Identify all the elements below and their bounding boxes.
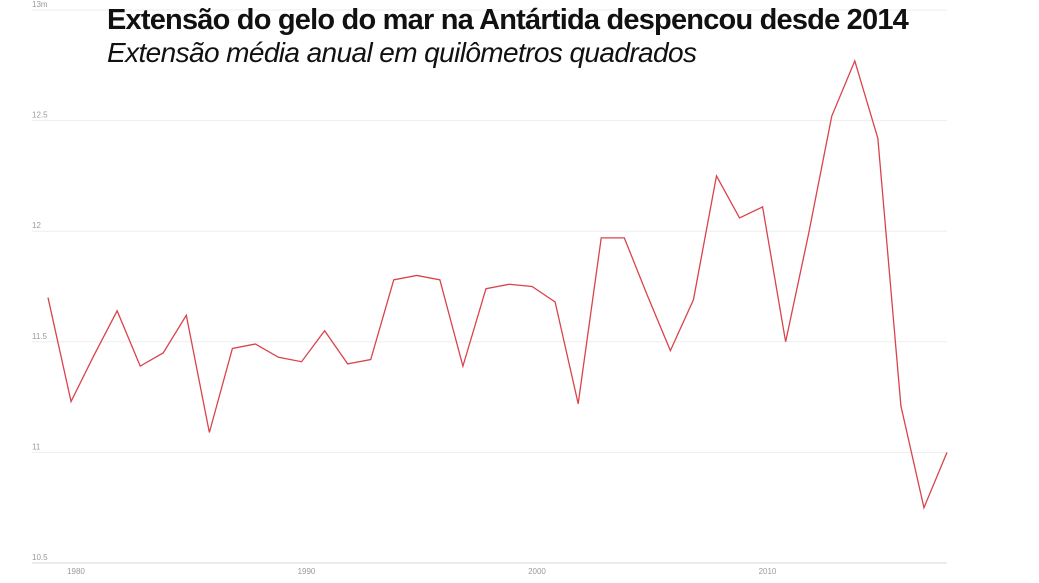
grid-lines	[32, 9, 947, 453]
chart-title: Extensão do gelo do mar na Antártida des…	[107, 4, 909, 36]
y-tick-label: 10.5	[32, 553, 48, 562]
y-axis-ticks: 10.5 11 11.5 12 12.5 13m	[32, 0, 48, 562]
x-tick-label: 2010	[759, 567, 777, 576]
y-tick-label: 11.5	[32, 332, 48, 341]
x-tick-label: 2000	[528, 567, 546, 576]
series-line-sea-ice-extent	[47, 58, 948, 510]
y-tick-label: 12.5	[32, 111, 48, 120]
chart-subtitle: Extensão média anual em quilômetros quad…	[107, 37, 697, 68]
y-tick-label: 12	[32, 221, 41, 230]
y-tick-label: 11	[32, 442, 41, 451]
x-tick-label: 1990	[298, 567, 316, 576]
x-tick-label: 1980	[67, 567, 85, 576]
y-tick-label: 13m	[32, 0, 48, 9]
x-axis-ticks: 1980 1990 2000 2010	[67, 567, 777, 576]
